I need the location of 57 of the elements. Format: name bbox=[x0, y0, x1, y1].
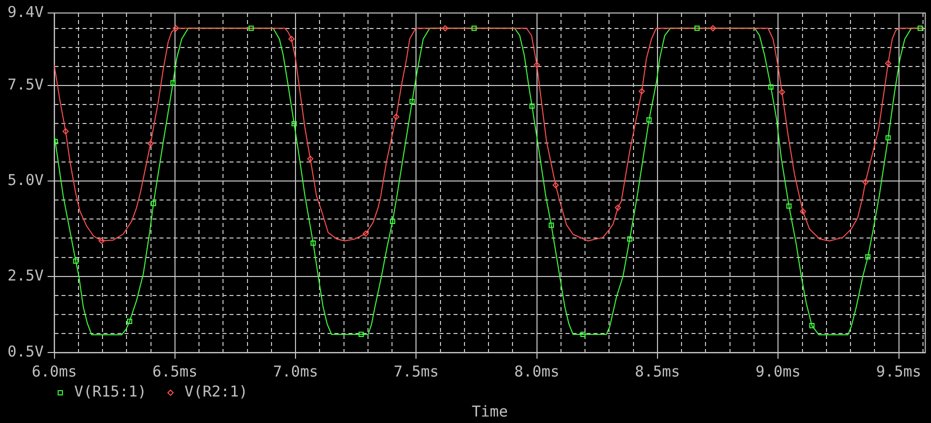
point bbox=[98, 238, 105, 244]
x-tick-label: 7.0ms bbox=[272, 362, 318, 381]
point bbox=[409, 98, 415, 104]
point bbox=[442, 25, 448, 32]
point bbox=[862, 178, 869, 186]
y-tick-label: 7.5V bbox=[7, 75, 44, 94]
point bbox=[786, 204, 792, 209]
point bbox=[390, 218, 396, 224]
x-tick-label: 8.0ms bbox=[514, 362, 560, 381]
point bbox=[248, 26, 254, 31]
point bbox=[710, 25, 716, 32]
x-axis-title: Time bbox=[472, 402, 508, 421]
x-tick-label: 6.0ms bbox=[32, 362, 77, 381]
point bbox=[800, 208, 806, 215]
point bbox=[170, 80, 176, 86]
point bbox=[534, 62, 540, 68]
point bbox=[62, 128, 69, 134]
point bbox=[471, 26, 477, 31]
point bbox=[358, 332, 364, 337]
legend-label: V(R2:1) bbox=[184, 382, 248, 401]
point bbox=[918, 26, 923, 31]
point bbox=[638, 88, 645, 94]
point bbox=[809, 322, 815, 328]
point bbox=[580, 332, 586, 337]
point bbox=[694, 26, 700, 31]
point bbox=[172, 25, 179, 32]
point bbox=[885, 60, 892, 66]
point bbox=[147, 140, 154, 147]
point bbox=[307, 156, 314, 162]
point bbox=[886, 135, 891, 140]
legend-label: V(R15:1) bbox=[74, 382, 147, 401]
point bbox=[614, 204, 622, 211]
point bbox=[865, 254, 870, 260]
x-tick-label: 8.5ms bbox=[634, 362, 680, 381]
point bbox=[778, 88, 786, 96]
point bbox=[150, 200, 156, 206]
point bbox=[288, 36, 295, 42]
y-tick-label: 5.0V bbox=[7, 170, 44, 189]
x-tick-label: 9.0ms bbox=[756, 362, 801, 381]
point bbox=[529, 104, 535, 109]
x-tick-label: 6.5ms bbox=[152, 362, 198, 381]
point bbox=[292, 121, 297, 126]
x-tick-label: 7.5ms bbox=[394, 362, 439, 381]
y-tick-label: 9.4V bbox=[7, 2, 44, 21]
x-tick-label: 9.5ms bbox=[876, 362, 922, 381]
point bbox=[126, 318, 132, 324]
point bbox=[548, 222, 554, 228]
point bbox=[768, 84, 774, 90]
point bbox=[393, 114, 400, 120]
point bbox=[310, 240, 316, 246]
y-tick-label: 0.5V bbox=[7, 342, 44, 361]
point bbox=[627, 236, 632, 242]
point bbox=[646, 117, 652, 122]
y-tick-label: 2.5V bbox=[7, 266, 44, 284]
point bbox=[362, 230, 369, 237]
point bbox=[73, 258, 78, 264]
point bbox=[552, 182, 559, 188]
